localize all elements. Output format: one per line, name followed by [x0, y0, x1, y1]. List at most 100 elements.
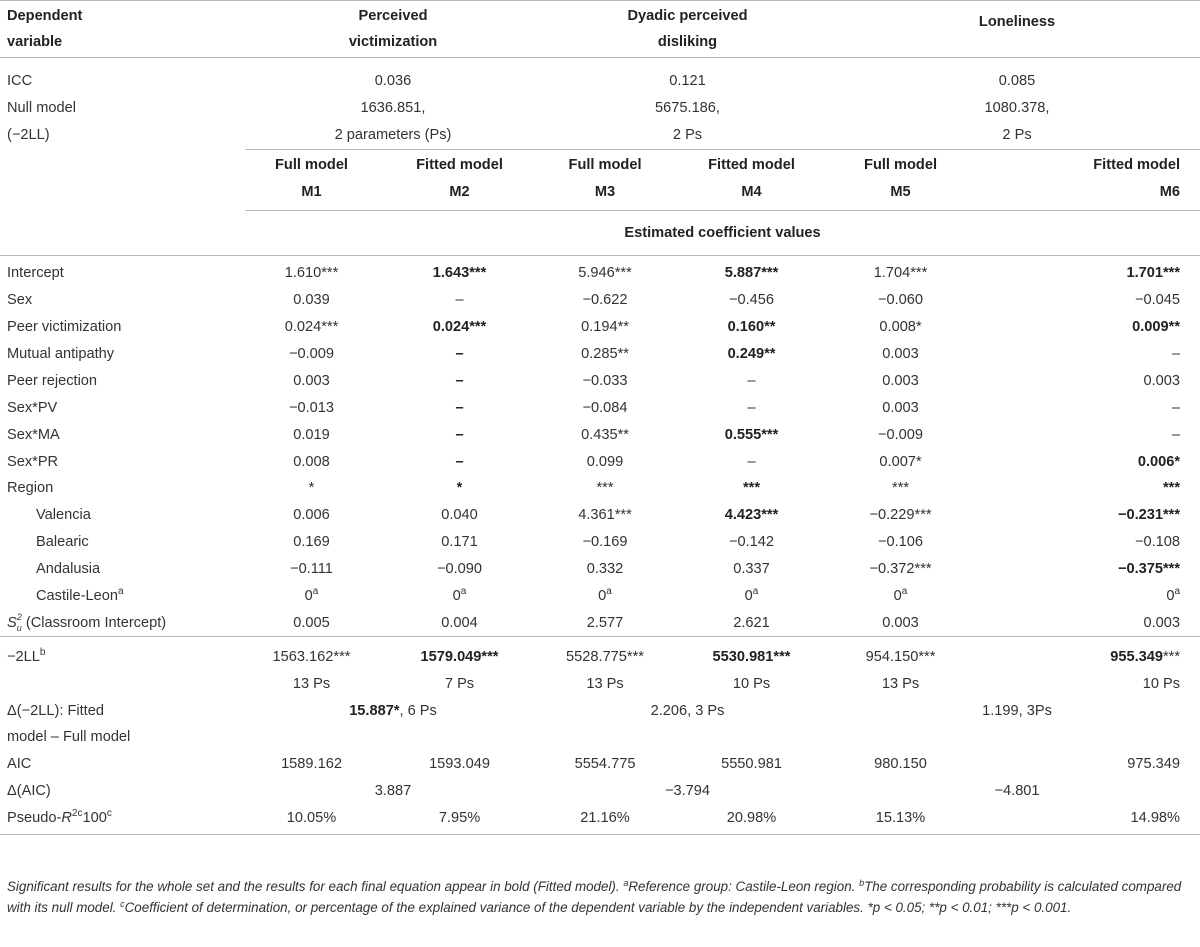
header-line: Loneliness [978, 14, 1056, 30]
value: 4.361 [578, 507, 615, 524]
coef-value: 0.039 [245, 287, 378, 314]
significance-stars: *** [914, 507, 932, 524]
model-name: M2 [449, 183, 470, 200]
value: 5.946 [578, 265, 615, 282]
coef-label: Peer rejection [0, 367, 245, 394]
row-label: (−2LL) [7, 127, 50, 144]
superscript-note: a [1174, 586, 1181, 598]
model-name: M1 [301, 183, 322, 200]
coef-value: 0.099 [541, 448, 669, 475]
coef-value: 0a [669, 583, 834, 610]
blank-cell [0, 149, 245, 210]
delta2ll-value: 15.887*, 6 Ps [245, 697, 541, 724]
value: 0.009** [1132, 319, 1181, 336]
model-header-m1: Full model M1 [245, 148, 378, 211]
value: – [1171, 346, 1181, 362]
value: 0.006 [293, 507, 330, 524]
coef-row: Peer victimization 0.024*** 0.024*** 0.194*… [0, 314, 1200, 341]
coef-row: Sex*PV −0.013 – −0.084 – 0.003 – [0, 394, 1200, 421]
value: 0.003 [293, 372, 330, 389]
delta-aic-value: 3.887 [245, 778, 541, 805]
significance-stars: *** [321, 265, 339, 282]
value: −0.229 [869, 507, 915, 524]
coef-header-row: Estimated coefficient values [0, 209, 1200, 256]
value: 2 Ps [1002, 126, 1032, 143]
aic-value: 980.150 [834, 751, 967, 778]
coef-value: 0.285** [541, 341, 669, 368]
value: 10 Ps [1142, 675, 1181, 692]
row-label: Peer rejection [7, 372, 98, 389]
delta2ll-value: 1.199, 3Ps [834, 697, 1200, 724]
coef-value: 0a [834, 583, 967, 610]
value: 0.003 [882, 399, 919, 416]
coef-value: 0.003 [834, 394, 967, 421]
coef-value: −0.084 [541, 394, 669, 421]
delta-aic-value: −3.794 [541, 778, 834, 805]
value: −0.033 [582, 372, 628, 389]
icc-row: ICC 0.036 0.121 0.085 [0, 58, 1200, 95]
value: 0.171 [441, 534, 478, 551]
significance-stars: ** [617, 346, 629, 362]
value: −0.456 [728, 292, 775, 309]
value: 1593.049 [429, 756, 490, 773]
coef-value: −0.106 [834, 529, 967, 556]
header-line: disliking [657, 34, 718, 50]
coef-value: −0.375*** [967, 556, 1200, 583]
coef-value: 0.160** [669, 314, 834, 341]
coef-value: 0a [245, 583, 378, 610]
superscript-note: a [117, 586, 124, 598]
coef-label: Mutual antipathy [0, 341, 245, 368]
value: – [455, 346, 464, 362]
blank-cell [0, 210, 245, 255]
value: , 6 Ps [399, 702, 437, 719]
value: −0.060 [877, 292, 924, 309]
coef-row: Sex*MA 0.019 – 0.435** 0.555*** −0.009 – [0, 421, 1200, 448]
coef-value: 0.007* [834, 448, 967, 475]
coef-value: – [378, 394, 541, 421]
delta-aic-label: Δ(AIC) [0, 778, 245, 805]
coef-value: −0.009 [245, 341, 378, 368]
pseudo-r2-value: 10.05% [245, 804, 378, 835]
value: 14.98% [1130, 810, 1181, 827]
row-label: Intercept [7, 265, 64, 282]
value: – [455, 453, 464, 470]
significance-stars: *** [614, 265, 632, 282]
row-label: Pseudo- [7, 810, 62, 827]
value: 10.05% [286, 810, 337, 827]
value: – [455, 426, 464, 443]
row-label: Sex*MA [7, 426, 60, 443]
superscript-note: a [460, 586, 467, 598]
superscript-note: a [606, 586, 612, 598]
blank-cell [0, 670, 245, 697]
model-header-m6: Fitted model M6 [967, 148, 1200, 211]
row-label: 100 [82, 810, 107, 827]
value: – [455, 372, 464, 389]
params-value: 7 Ps [378, 670, 541, 697]
value: 5528.775 [566, 648, 627, 665]
aic-label: AIC [0, 751, 245, 778]
value: 10 Ps [732, 675, 771, 692]
coef-label: Sex [0, 287, 245, 314]
coef-value: 5530.981*** [669, 637, 834, 670]
value: −0.169 [582, 534, 628, 551]
null-model-label: Null model (−2LL) [0, 95, 245, 150]
delta-aic-value: −4.801 [834, 778, 1200, 805]
significance-stars: * [915, 319, 922, 336]
value: *** [1162, 480, 1181, 497]
coef-row: Sex 0.039 – −0.622 −0.456 −0.060 −0.045 [0, 287, 1200, 314]
model-name: M4 [741, 183, 762, 200]
model-name: M3 [594, 183, 616, 200]
coef-value: 2.577 [541, 609, 670, 638]
superscript-note: b [39, 646, 46, 658]
significance-stars: *** [1162, 648, 1181, 665]
aic-value: 5550.981 [669, 751, 834, 778]
minus2ll-params-row: 13 Ps 7 Ps 13 Ps 10 Ps 13 Ps 10 Ps [0, 670, 1200, 697]
value: 0.008 [293, 453, 330, 470]
value: 1.701*** [1126, 265, 1181, 282]
value: *** [596, 480, 614, 497]
coef-row: Peer rejection 0.003 – −0.033 – 0.003 0.003 [0, 367, 1200, 394]
coef-label: S2u (Classroom Intercept) [0, 609, 245, 638]
model-header-m2: Fitted model M2 [378, 148, 542, 211]
coef-value: 0.003 [834, 609, 968, 638]
coef-value: – [669, 394, 834, 421]
